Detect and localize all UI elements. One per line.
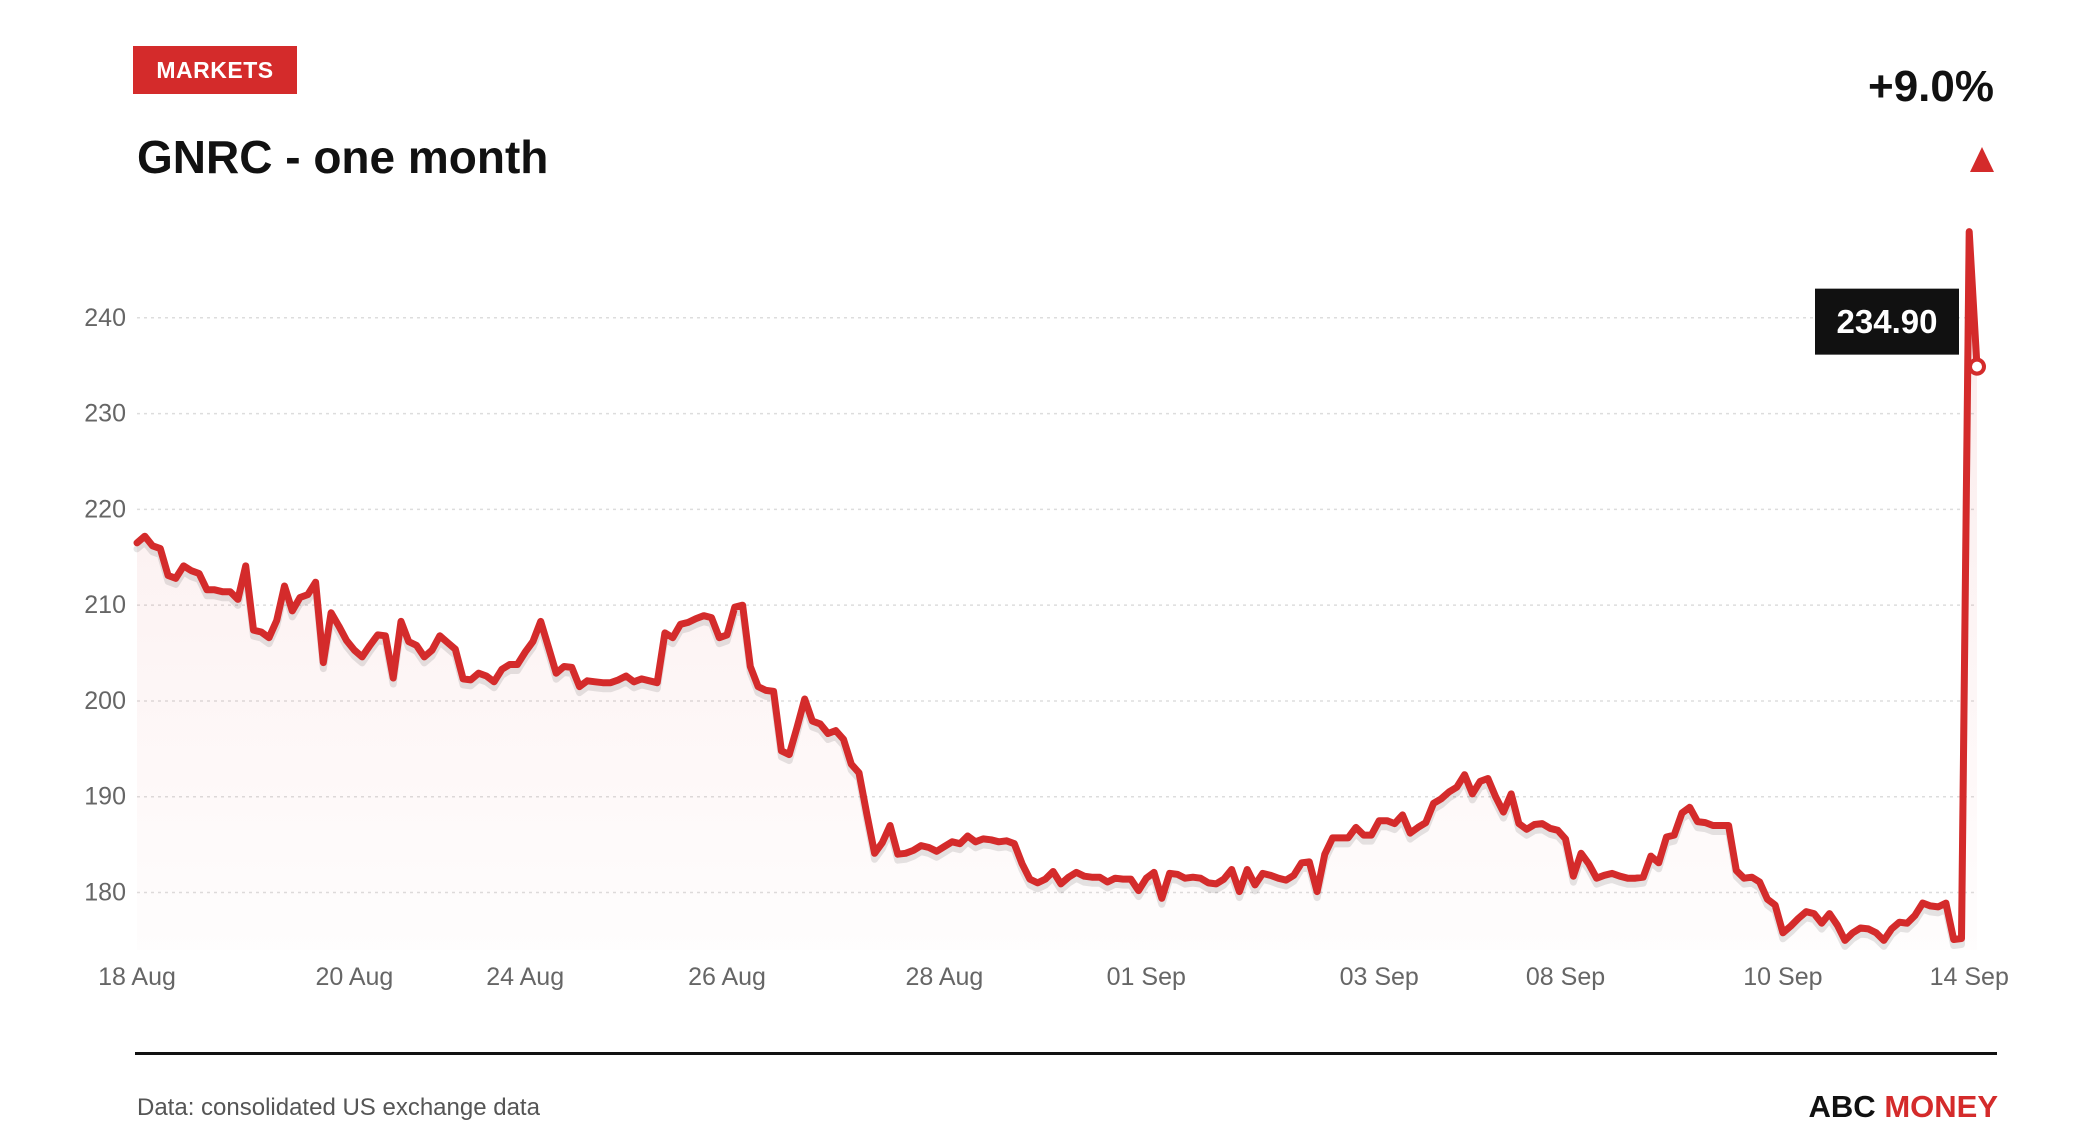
y-tick-label: 240 bbox=[84, 304, 126, 332]
x-tick-label: 18 Aug bbox=[98, 963, 176, 991]
x-tick-label: 08 Sep bbox=[1526, 963, 1605, 991]
price-chart: 180 190 200 210 220 230 240 18 Aug 20 Aug 24 Aug… bbox=[84, 228, 2009, 991]
data-source-note: Data: consolidated US exchange data bbox=[137, 1094, 540, 1121]
markets-badge: MARKETS bbox=[133, 46, 297, 94]
x-tick-label: 26 Aug bbox=[688, 963, 766, 991]
y-tick-label: 200 bbox=[84, 687, 126, 715]
x-tick-label: 20 Aug bbox=[315, 963, 393, 991]
last-price-dot bbox=[1968, 357, 1986, 376]
logo-text-money: MONEY bbox=[1884, 1089, 1998, 1124]
percent-change: +9.0% bbox=[1868, 62, 1994, 111]
price-line bbox=[133, 228, 1981, 944]
chart-title: GNRC - one month bbox=[137, 131, 549, 183]
y-tick-label: 230 bbox=[84, 400, 126, 428]
y-tick-label: 190 bbox=[84, 783, 126, 811]
y-axis-ticks: 180 190 200 210 220 230 240 bbox=[84, 304, 126, 907]
x-tick-label: 28 Aug bbox=[905, 963, 983, 991]
price-area-fill bbox=[137, 231, 1977, 951]
x-tick-label: 10 Sep bbox=[1743, 963, 1822, 991]
brand-logo: ABC MONEY bbox=[1809, 1089, 1998, 1125]
last-price-text: 234.90 bbox=[1837, 303, 1938, 340]
x-axis-ticks: 18 Aug 20 Aug 24 Aug 26 Aug 28 Aug 01 Sep 03 S… bbox=[98, 963, 2009, 991]
footer-divider bbox=[135, 1052, 1997, 1055]
x-tick-label: 01 Sep bbox=[1107, 963, 1186, 991]
x-tick-label: 24 Aug bbox=[486, 963, 564, 991]
up-triangle-icon bbox=[1970, 147, 1994, 172]
last-price-label: 234.90 bbox=[1815, 288, 1959, 355]
logo-text-abc: ABC bbox=[1808, 1089, 1885, 1124]
y-tick-label: 180 bbox=[84, 879, 126, 907]
x-tick-label: 14 Sep bbox=[1930, 963, 2009, 991]
y-tick-label: 220 bbox=[84, 495, 126, 523]
x-tick-label: 03 Sep bbox=[1340, 963, 1419, 991]
y-tick-label: 210 bbox=[84, 591, 126, 619]
